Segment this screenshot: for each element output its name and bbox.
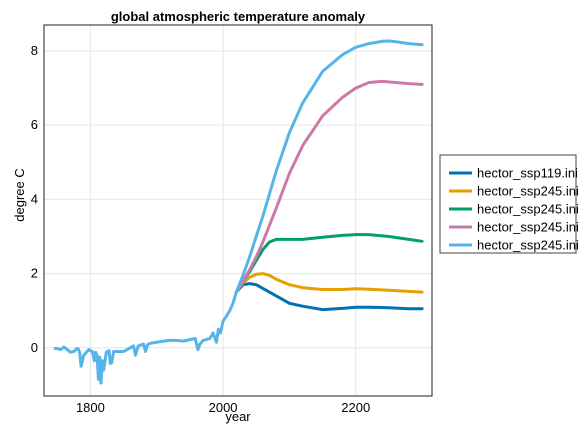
legend-box [439, 154, 577, 254]
legend-label: hector_ssp245.ini [477, 220, 579, 235]
y-tick-label: 6 [31, 117, 38, 132]
x-tick-label: 1800 [76, 400, 105, 415]
series-line-4 [234, 79, 424, 294]
x-tick-label: 2200 [341, 400, 370, 415]
series-line-1 [234, 282, 424, 312]
history-layer [53, 291, 238, 385]
series-line-5 [234, 39, 424, 294]
series-line-2 [234, 272, 424, 294]
chart-title: global atmospheric temperature anomaly [111, 9, 366, 24]
tick-labels: 1800 2000 2200 0 2 4 6 8 [31, 43, 370, 415]
series-line-3 [234, 233, 424, 294]
legend: hector_ssp119.inihector_ssp245.inihector… [439, 154, 579, 254]
historical-line [53, 291, 238, 385]
y-axis-label: degree C [12, 168, 27, 221]
y-tick-label: 4 [31, 191, 38, 206]
series-layer [234, 39, 424, 312]
legend-label: hector_ssp245.ini [477, 202, 579, 217]
x-axis-label: year [225, 409, 251, 424]
legend-label: hector_ssp245.ini [477, 184, 579, 199]
y-tick-label: 2 [31, 266, 38, 281]
plot-frame [43, 24, 433, 397]
legend-label: hector_ssp119.ini [477, 166, 578, 181]
y-tick-label: 0 [31, 340, 38, 355]
y-tick-label: 8 [31, 43, 38, 58]
x-tick-label: 2000 [209, 400, 238, 415]
legend-label: hector_ssp245.ini [477, 238, 579, 253]
